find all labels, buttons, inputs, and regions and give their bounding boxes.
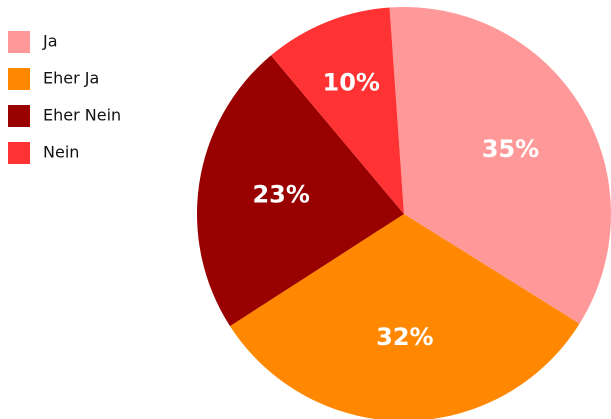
slice-label: 23% [252, 180, 309, 208]
slice-label: 10% [323, 68, 380, 96]
pie-slice [230, 214, 580, 419]
legend-label: Eher Ja [43, 69, 99, 88]
pie-slice [270, 7, 404, 214]
legend-label: Nein [43, 143, 79, 162]
pie-slice [389, 7, 611, 324]
pie-slice [197, 55, 404, 327]
legend-label: Eher Nein [43, 106, 121, 125]
legend-label: Ja [42, 32, 58, 51]
legend-swatch [8, 68, 30, 90]
slice-label: 35% [482, 135, 539, 163]
legend-swatch [8, 142, 30, 164]
legend-swatch [8, 31, 30, 53]
slice-label: 32% [376, 323, 433, 351]
legend-swatch [8, 105, 30, 127]
